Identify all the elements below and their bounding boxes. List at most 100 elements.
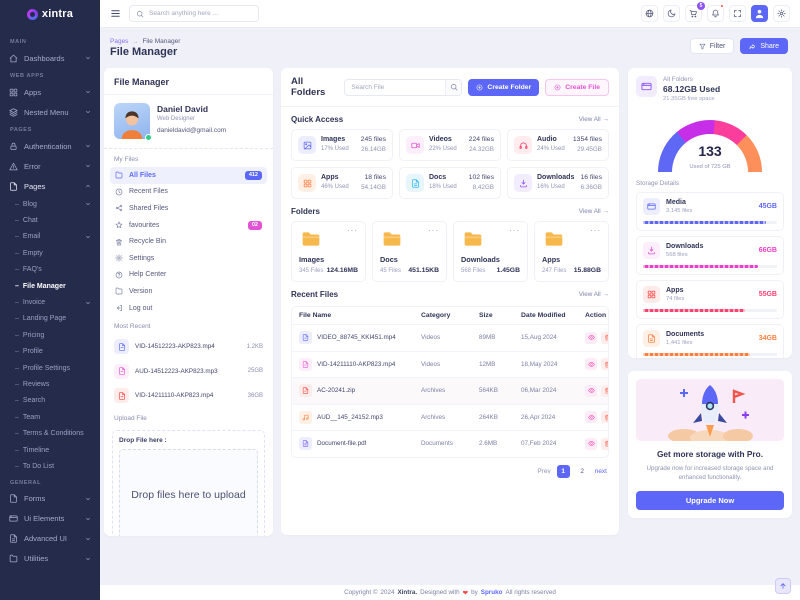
recent-file-item[interactable]: VID-14211110-AKP823.mp4 36GB [104, 383, 273, 408]
sidebar-item-landing-page[interactable]: – Landing Page [15, 315, 67, 323]
share-button[interactable]: Share [740, 38, 788, 54]
brand-logo[interactable]: xintra [0, 0, 100, 28]
sidebar-item-utilities[interactable]: Utilities [0, 549, 100, 569]
upgrade-now-button[interactable]: Upgrade Now [636, 490, 784, 510]
pagination-page-2[interactable]: 2 [580, 467, 585, 475]
recent-file-item[interactable]: AUD-14512223-AKP823.mp3 25GB [104, 359, 273, 384]
footer-brand-link[interactable]: Xintra. [397, 589, 418, 596]
sidebar-item-profile-settings[interactable]: – Profile Settings [15, 364, 70, 372]
storage-item-downloads[interactable]: Downloads 568 files 66GB [636, 236, 784, 275]
sidebar-item-faqs[interactable]: – FAQ's [15, 266, 42, 274]
menu-settings[interactable]: Settings [110, 250, 267, 267]
menu-recent-files[interactable]: Recent Files [110, 184, 267, 201]
menu-help-center[interactable]: Help Center [110, 267, 267, 284]
fullscreen-button[interactable] [729, 5, 746, 22]
sidebar-item-pricing[interactable]: – Pricing [15, 331, 45, 339]
sidebar-item-blog[interactable]: – Blog [0, 196, 100, 212]
view-file-button[interactable] [585, 358, 597, 371]
menu-all-files[interactable]: All Files 412 [110, 167, 267, 184]
sidebar-item-email[interactable]: – Email [0, 229, 100, 245]
sidebar-item-file-manager[interactable]: – File Manager [15, 282, 66, 290]
quick-access-apps[interactable]: Apps 46% Used 18 files 54.14GB [291, 167, 393, 199]
create-file-button[interactable]: Create File [545, 78, 609, 96]
folders-view-all-link[interactable]: View All → [578, 208, 609, 215]
table-row[interactable]: AUD__145_24152.mp3 Archives 264KB 26,Apr… [292, 403, 608, 431]
folder-menu-button[interactable]: ··· [509, 226, 520, 235]
sidebar-item-to-do-list[interactable]: – To Do List [15, 462, 55, 470]
footer-author-link[interactable]: Spruko [480, 589, 503, 596]
global-search[interactable] [129, 5, 259, 22]
scroll-to-top-button[interactable] [775, 578, 791, 594]
sidebar-item-profile[interactable]: – Profile [15, 348, 43, 356]
sidebar-item-team[interactable]: – Team [15, 413, 41, 421]
folder-menu-button[interactable]: ··· [347, 226, 358, 235]
view-file-button[interactable] [585, 411, 597, 424]
sidebar-item-authentication[interactable]: Authentication [0, 136, 100, 156]
sidebar-item-nested-menu[interactable]: Nested Menu [0, 102, 100, 122]
sidebar-item-dashboards[interactable]: Dashboards [0, 48, 100, 68]
notifications-button[interactable] [707, 4, 724, 22]
delete-file-button[interactable] [601, 437, 608, 450]
sidebar-item-error[interactable]: Error [0, 156, 100, 176]
quick-access-videos[interactable]: Videos 22% Used 224 files 24.32GB [399, 129, 501, 161]
table-row[interactable]: VIDEO_88745_KKI451.mp4 Videos 89MB 15,Au… [292, 324, 608, 351]
folder-menu-button[interactable]: ··· [428, 226, 439, 235]
breadcrumb-pages-link[interactable]: Pages [110, 38, 129, 45]
file-dropzone[interactable]: Drop files here to upload [119, 448, 258, 536]
recent-files-view-all-link[interactable]: View All → [578, 291, 609, 298]
translate-button[interactable] [641, 5, 658, 22]
quick-access-downloads[interactable]: Downloads 16% Used 16 files 6.36GB [507, 167, 609, 199]
sidebar-item-invoice[interactable]: – Invoice [0, 294, 100, 310]
sidebar-item-apps[interactable]: Apps [0, 82, 100, 102]
user-avatar[interactable] [751, 5, 768, 22]
folder-card-apps[interactable]: ··· Apps 247 Files 15.88GB [534, 221, 609, 282]
file-search-input[interactable] [345, 83, 446, 91]
sidebar-item-reviews[interactable]: – Reviews [15, 380, 50, 388]
sidebar-item-forms[interactable]: Forms [0, 489, 100, 509]
quick-access-view-all-link[interactable]: View All → [578, 116, 609, 123]
sidebar-item-search[interactable]: – Search [15, 397, 46, 405]
storage-item-media[interactable]: Media 3,145 files 45GB [636, 192, 784, 231]
pagination-prev[interactable]: Prev [537, 467, 551, 475]
folder-card-downloads[interactable]: ··· Downloads 568 Files 1.45GB [453, 221, 528, 282]
quick-access-docs[interactable]: Docs 18% Used 102 files 8.42GB [399, 167, 501, 199]
storage-item-apps[interactable]: Apps 74 files 55GB [636, 280, 784, 319]
sidebar-item-terms-conditions[interactable]: – Terms & Conditions [15, 430, 84, 438]
sidebar-item-chat[interactable]: – Chat [15, 217, 38, 225]
global-search-input[interactable] [149, 10, 252, 17]
delete-file-button[interactable] [601, 331, 608, 344]
menu-shared-files[interactable]: Shared Files [110, 200, 267, 217]
profile-avatar[interactable] [114, 103, 152, 141]
delete-file-button[interactable] [601, 384, 608, 397]
pagination-next[interactable]: next [594, 467, 607, 475]
menu-version[interactable]: Version [110, 283, 267, 300]
folder-card-docs[interactable]: ··· Docs 45 Files 451.15KB [372, 221, 447, 282]
recent-file-item[interactable]: VID-14512223-AKP823.mp4 1.2KB [104, 334, 273, 359]
view-file-button[interactable] [585, 331, 597, 344]
view-file-button[interactable] [585, 437, 597, 450]
quick-access-images[interactable]: Images 17% Used 245 files 26.14GB [291, 129, 393, 161]
folder-menu-button[interactable]: ··· [590, 226, 601, 235]
table-row[interactable]: AC-20241.zip Archives 564KB 06,Mar 2024 [292, 377, 608, 404]
menu-recycle-bin[interactable]: Recycle Bin [110, 233, 267, 250]
storage-item-documents[interactable]: Documents 1,441 files 34GB [636, 324, 784, 358]
sidebar-item-advanced-ui[interactable]: Advanced UI [0, 529, 100, 549]
quick-access-audio[interactable]: Audio 24% Used 1354 files 29.45GB [507, 129, 609, 161]
delete-file-button[interactable] [601, 358, 608, 371]
delete-file-button[interactable] [601, 411, 608, 424]
file-search-button[interactable] [445, 79, 462, 95]
filter-button[interactable]: Filter [689, 38, 735, 54]
menu-log-out[interactable]: Log out [110, 300, 267, 317]
folder-card-images[interactable]: ··· Images 345 Files 124.16MB [291, 221, 366, 282]
menu-toggle-icon[interactable] [110, 8, 121, 19]
dark-mode-button[interactable] [663, 5, 680, 22]
cart-button[interactable]: 5 [685, 2, 705, 22]
create-folder-button[interactable]: Create Folder [468, 78, 540, 96]
settings-button[interactable] [773, 5, 790, 22]
menu-favourites[interactable]: favourites 02 [110, 217, 267, 234]
view-file-button[interactable] [585, 384, 597, 397]
pagination-page-1[interactable]: 1 [556, 464, 570, 478]
sidebar-item-ui-elements[interactable]: Ui Elements [0, 509, 100, 529]
table-row[interactable]: Document-file.pdf Documents 2.6MB 07,Feb… [292, 430, 608, 457]
sidebar-item-pages[interactable]: Pages [0, 176, 100, 196]
